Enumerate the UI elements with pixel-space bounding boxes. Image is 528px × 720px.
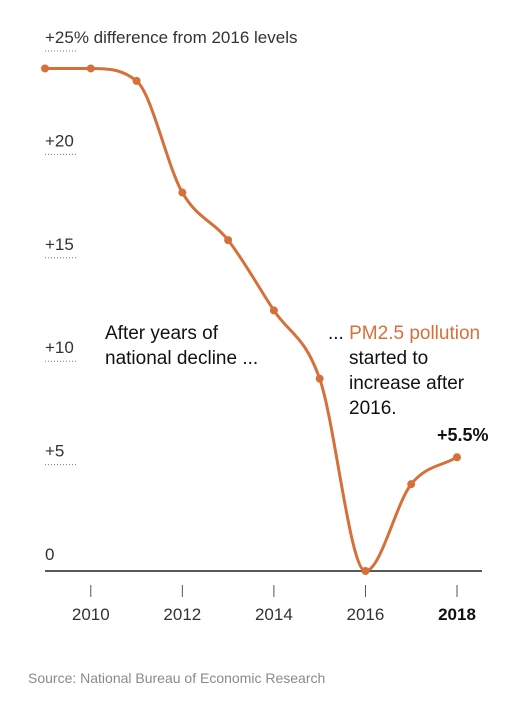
y-tick-label: +20 — [45, 131, 74, 150]
x-tick-label: 2010 — [72, 605, 110, 624]
x-axis: 2010 2012 2014 2016 2018 — [45, 570, 482, 624]
y-tick-label: +25% difference from 2016 levels — [45, 28, 297, 47]
data-point — [453, 453, 461, 462]
x-tick-label: 2016 — [347, 605, 385, 624]
x-tick-label: 2018 — [438, 605, 476, 624]
y-tick-label: +5 — [45, 442, 64, 461]
x-tick-label: 2014 — [255, 605, 293, 624]
line-chart: 0 +5 +10 +15 +20 +25% difference from 2016 le… — [41, 28, 489, 624]
x-tick-label: 2012 — [163, 605, 201, 624]
annotation-right-line-1: ... PM2.5 pollution — [328, 323, 480, 344]
source-note: Source: National Bureau of Economic Rese… — [28, 670, 326, 686]
y-tick-label: 0 — [45, 545, 54, 564]
annotation-left-line-1: After years of — [105, 323, 219, 344]
data-point — [315, 374, 324, 383]
end-value-label: +5.5% — [437, 425, 489, 445]
annotation-right-line-4: 2016. — [349, 398, 397, 419]
data-point — [269, 306, 278, 315]
annotation-right-line-3: increase after — [349, 373, 465, 394]
data-point — [86, 64, 95, 73]
data-points — [41, 64, 461, 575]
y-tick-label: +10 — [45, 338, 74, 357]
annotation-right-prefix: ... — [328, 323, 344, 344]
data-point — [41, 64, 49, 73]
data-point — [361, 567, 370, 575]
annotation-left-line-2: national decline ... — [105, 348, 258, 369]
annotation-right-line-2: started to — [349, 348, 428, 369]
data-point — [132, 76, 141, 85]
annotation-right-highlight: PM2.5 pollution — [349, 323, 480, 344]
series-line — [43, 66, 459, 573]
data-point — [407, 480, 416, 489]
y-tick-label: +15 — [45, 235, 74, 254]
data-point — [224, 236, 233, 245]
y-axis: 0 +5 +10 +15 +20 +25% difference from 2016 le… — [45, 28, 297, 564]
data-point — [178, 188, 187, 197]
